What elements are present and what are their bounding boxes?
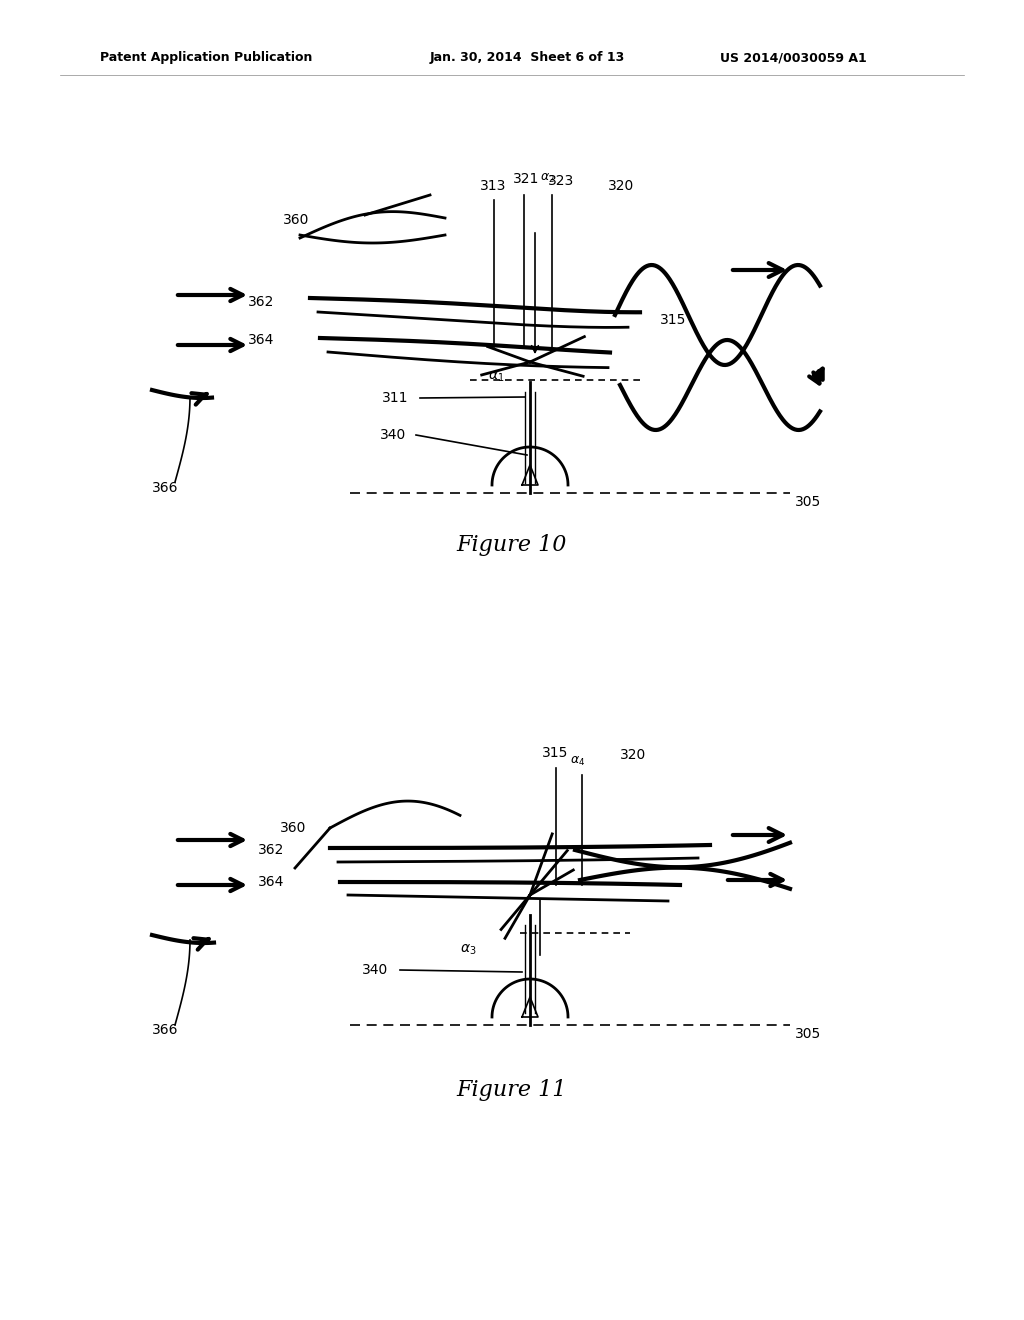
Text: 313: 313 <box>480 180 507 193</box>
Text: 323: 323 <box>548 174 574 187</box>
Text: 320: 320 <box>620 748 646 762</box>
Text: US 2014/0030059 A1: US 2014/0030059 A1 <box>720 51 866 65</box>
Text: Figure 11: Figure 11 <box>457 1078 567 1101</box>
Text: Jan. 30, 2014  Sheet 6 of 13: Jan. 30, 2014 Sheet 6 of 13 <box>430 51 626 65</box>
Text: 364: 364 <box>258 875 285 888</box>
Text: 366: 366 <box>152 480 178 495</box>
Text: 321: 321 <box>513 172 540 186</box>
Text: 305: 305 <box>795 1027 821 1041</box>
Text: 360: 360 <box>280 821 306 836</box>
Text: 320: 320 <box>608 180 634 193</box>
Text: 340: 340 <box>380 428 407 442</box>
Text: Figure 10: Figure 10 <box>457 535 567 556</box>
Text: 364: 364 <box>248 333 274 347</box>
Text: 305: 305 <box>795 495 821 510</box>
Text: 311: 311 <box>382 391 409 405</box>
Text: 315: 315 <box>542 746 568 760</box>
Text: $\alpha_2$: $\alpha_2$ <box>540 172 555 185</box>
Text: $\alpha_3$: $\alpha_3$ <box>460 942 476 957</box>
Text: 340: 340 <box>362 964 388 977</box>
Text: $\alpha_1$: $\alpha_1$ <box>488 370 505 384</box>
Text: 360: 360 <box>283 213 309 227</box>
Text: 366: 366 <box>152 1023 178 1038</box>
Text: $\alpha_4$: $\alpha_4$ <box>570 755 586 768</box>
Text: 362: 362 <box>248 294 274 309</box>
Text: 362: 362 <box>258 843 285 857</box>
Text: Patent Application Publication: Patent Application Publication <box>100 51 312 65</box>
Text: 315: 315 <box>660 313 686 327</box>
